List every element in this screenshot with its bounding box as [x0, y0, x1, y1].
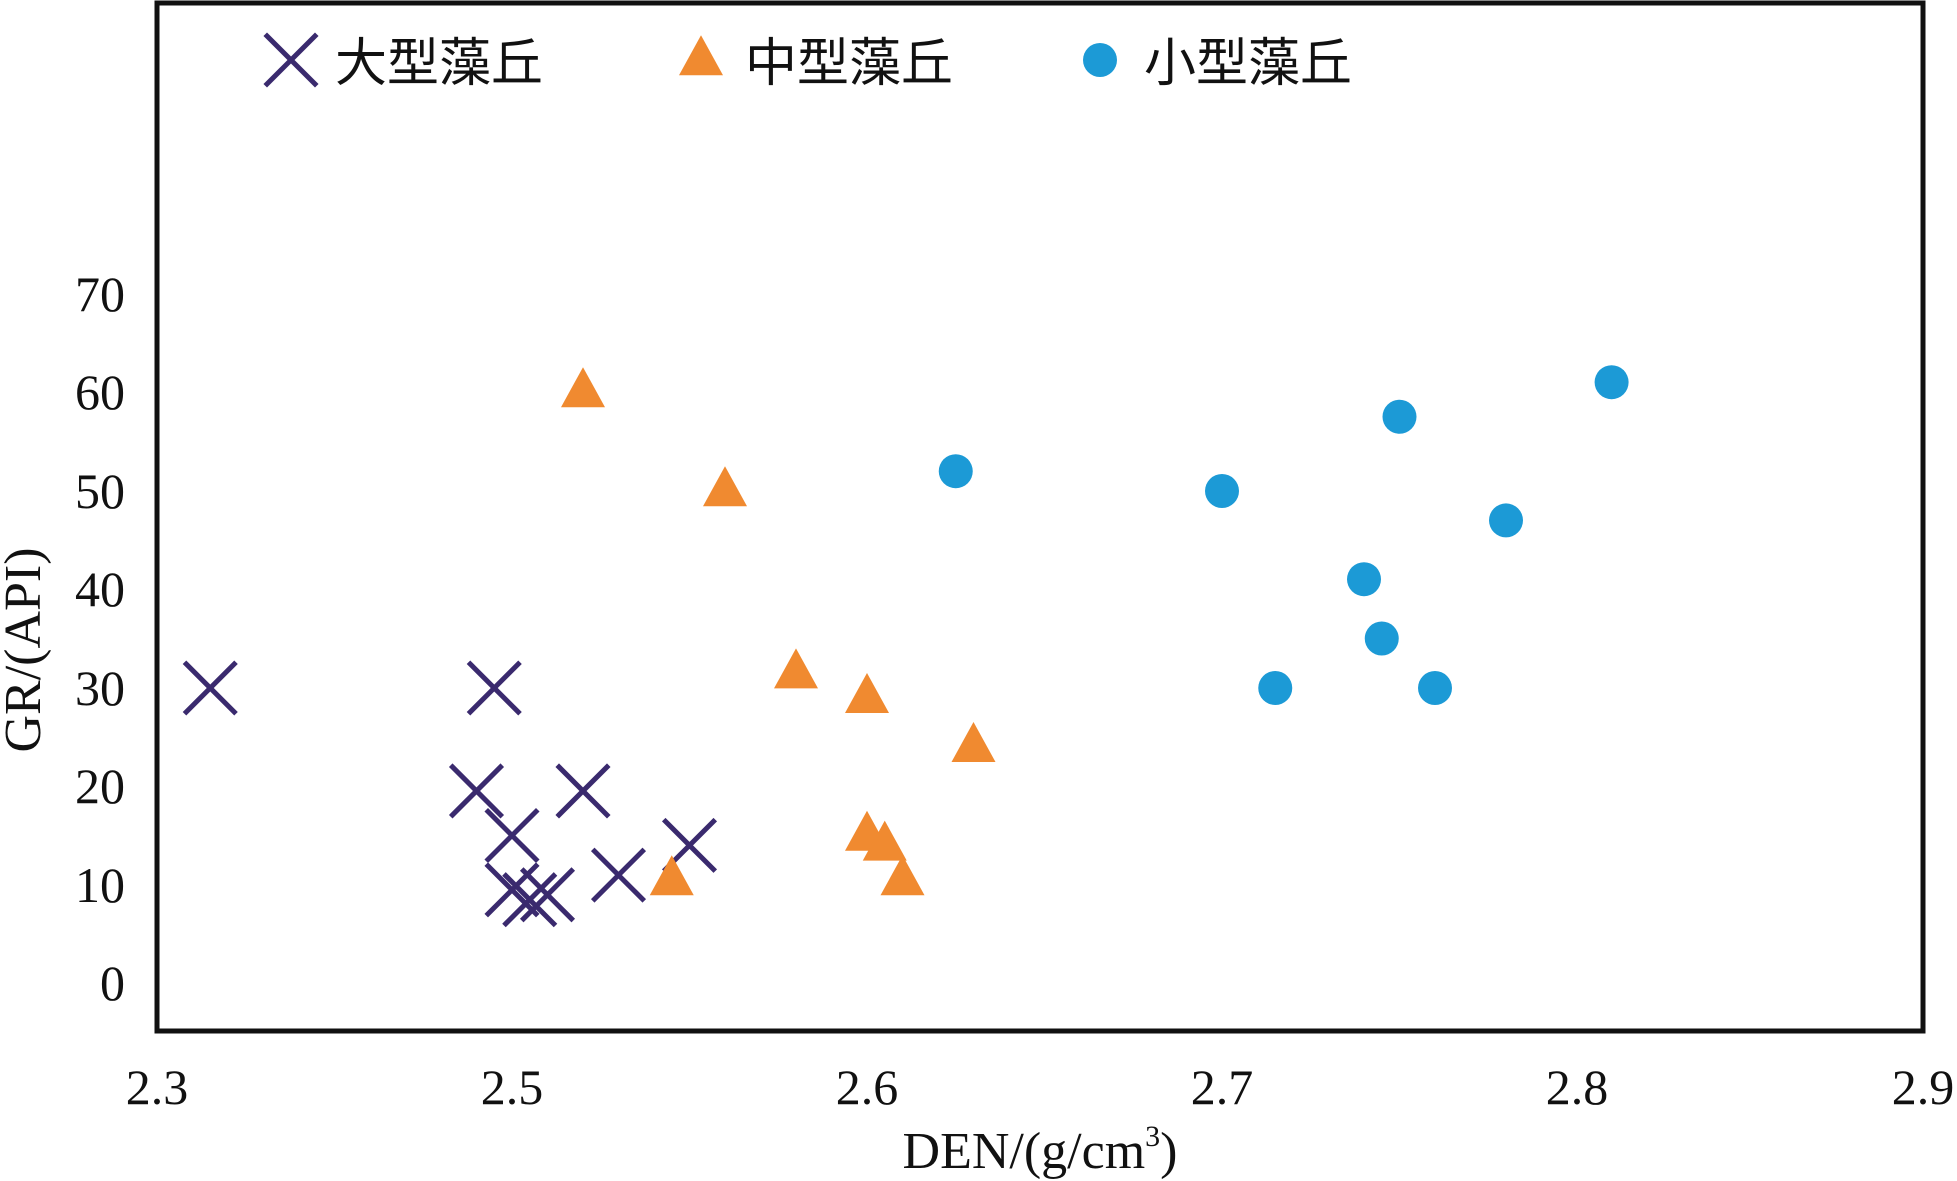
data-point: [862, 820, 907, 861]
y-tick-label: 40: [75, 561, 125, 617]
y-tick-label: 70: [75, 266, 125, 322]
y-tick-label: 50: [75, 463, 125, 519]
series-group: [938, 365, 1629, 705]
x-tick-label: 2.9: [1892, 1059, 1955, 1115]
data-points: [182, 365, 1629, 928]
x-tick-label: 2.3: [126, 1059, 189, 1115]
data-point: [845, 673, 889, 713]
x-axis-ticks: 2.3 2.5 2.6 2.7 2.8 2.9: [126, 1059, 1955, 1115]
data-point: [703, 466, 747, 507]
data-point: [774, 648, 818, 689]
legend-label: 小型藻丘: [1144, 36, 1352, 93]
legend-label: 中型藻丘: [745, 36, 953, 93]
y-axis-ticks: 0 10 20 30 40 50 60 70: [75, 266, 125, 1011]
data-point: [590, 847, 647, 903]
data-point: [448, 763, 505, 819]
plot-frame: [154, 0, 1926, 1034]
data-point: [880, 855, 925, 896]
x-tick-label: 2.8: [1546, 1059, 1609, 1115]
y-tick-label: 60: [75, 364, 125, 420]
data-point: [649, 855, 694, 896]
legend-marker: [679, 35, 723, 76]
data-point: [484, 807, 540, 864]
series-group: [182, 660, 718, 928]
data-point: [182, 660, 238, 716]
data-point: [1489, 503, 1523, 538]
x-tick-label: 2.5: [481, 1059, 544, 1115]
legend-item: 小型藻丘: [1083, 36, 1352, 93]
x-axis-title: DEN/(g/cm3): [903, 1120, 1178, 1180]
y-tick-label: 20: [75, 758, 125, 814]
data-point: [561, 367, 605, 408]
data-point: [1364, 621, 1399, 656]
y-axis-title: GR/(API): [0, 547, 52, 752]
data-point: [466, 660, 522, 716]
data-point: [951, 722, 996, 762]
legend-item: 大型藻丘: [263, 32, 543, 93]
legend-marker: [1083, 43, 1117, 77]
data-point: [1382, 399, 1417, 434]
data-point: [1594, 365, 1629, 400]
data-point: [1258, 671, 1293, 705]
y-tick-label: 0: [100, 955, 125, 1011]
legend-marker: [263, 32, 319, 88]
legend: 大型藻丘 中型藻丘 小型藻丘: [263, 32, 1352, 93]
legend-label: 大型藻丘: [335, 36, 543, 93]
x-tick-label: 2.6: [836, 1059, 899, 1115]
data-point: [502, 872, 558, 928]
data-point: [1205, 474, 1239, 508]
y-tick-label: 10: [75, 857, 125, 913]
series-group: [561, 367, 996, 896]
data-point: [1418, 671, 1452, 705]
data-point: [555, 763, 611, 819]
x-tick-label: 2.7: [1191, 1059, 1254, 1115]
data-point: [519, 867, 576, 923]
legend-item: 中型藻丘: [679, 35, 953, 93]
data-point: [938, 454, 973, 489]
data-point: [1347, 562, 1381, 597]
y-tick-label: 30: [75, 660, 125, 716]
